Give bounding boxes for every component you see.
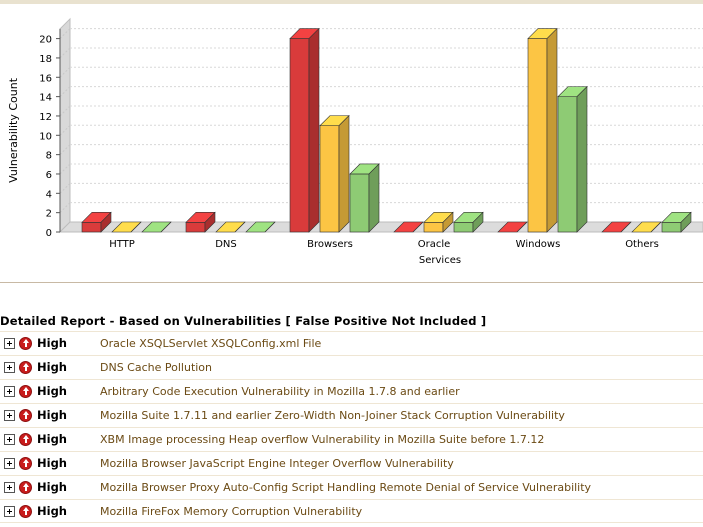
bar-side (100, 211, 112, 233)
y-tick-label: 20 (39, 35, 52, 46)
chart-back-wall (70, 18, 703, 223)
vulnerability-link[interactable]: Mozilla FireFox Memory Corruption Vulner… (100, 505, 363, 518)
vuln-row: High Mozilla Browser Proxy Auto-Config S… (0, 475, 703, 499)
bar-side (160, 221, 172, 233)
severity-label: High (37, 360, 67, 374)
bar-side (412, 221, 424, 233)
bar-side (234, 221, 246, 233)
severity-high-icon (19, 505, 32, 518)
x-axis-label: Services (419, 255, 461, 266)
bar-front (185, 222, 206, 233)
expand-icon[interactable] (4, 482, 15, 493)
severity-label: High (37, 432, 67, 446)
bar-side (620, 221, 632, 233)
vuln-row: High XBM Image processing Heap overflow … (0, 427, 703, 451)
vuln-row: High Mozilla FireFox Memory Corruption V… (0, 499, 703, 523)
severity-high-icon (19, 433, 32, 446)
y-tick-label: 12 (39, 112, 52, 123)
expand-icon[interactable] (4, 458, 15, 469)
severity-high-icon (19, 385, 32, 398)
bar-side (516, 221, 528, 233)
chart-divider (0, 282, 703, 283)
bar-front (453, 222, 474, 233)
report-title: Detailed Report - Based on Vulnerabiliti… (0, 314, 487, 328)
x-tick-label: HTTP (109, 239, 135, 250)
x-tick-label: DNS (215, 239, 237, 250)
y-tick-label: 14 (39, 93, 52, 104)
chart-side-wall (59, 17, 71, 234)
bar-front (319, 125, 340, 233)
severity-high-icon (19, 457, 32, 470)
severity-label: High (37, 480, 67, 494)
x-tick-label: Windows (516, 239, 561, 250)
expand-icon[interactable] (4, 362, 15, 373)
y-tick-label: 8 (46, 151, 52, 162)
vuln-row: High Oracle XSQLServlet XSQLConfig.xml F… (0, 331, 703, 355)
vulnerability-link[interactable]: Oracle XSQLServlet XSQLConfig.xml File (100, 337, 322, 350)
bar-front (661, 222, 682, 233)
vulnerability-link[interactable]: DNS Cache Pollution (100, 361, 213, 374)
y-tick-label: 6 (46, 170, 52, 181)
x-tick-label: Oracle (418, 239, 451, 250)
y-axis-label: Vulnerability Count (7, 77, 20, 183)
severity-label: High (37, 408, 67, 422)
x-tick-label: Browsers (307, 239, 353, 250)
bar-side (204, 211, 216, 233)
bar-front (349, 173, 370, 233)
top-strip (0, 0, 703, 4)
vulnerability-link[interactable]: Mozilla Browser JavaScript Engine Intege… (100, 457, 454, 470)
bar-front (81, 222, 102, 233)
bar-side (264, 221, 276, 233)
y-tick-label: 2 (46, 209, 52, 220)
expand-icon[interactable] (4, 410, 15, 421)
expand-icon[interactable] (4, 338, 15, 349)
severity-label: High (37, 336, 67, 350)
severity-high-icon (19, 361, 32, 374)
bar-front (527, 38, 548, 233)
bar-side (368, 163, 380, 233)
bar-side (576, 85, 588, 233)
bar-side (546, 27, 558, 233)
chart-svg: 0 2 4 6 8 10 12 14 16 18 20 Vulnerability Count HTTP… (7, 17, 703, 266)
expand-icon[interactable] (4, 386, 15, 397)
vuln-row: High Mozilla Browser JavaScript Engine I… (0, 451, 703, 475)
bar-side (130, 221, 142, 233)
bar-front (557, 96, 578, 233)
severity-high-icon (19, 337, 32, 350)
vulnerability-link[interactable]: Mozilla Browser Proxy Auto-Config Script… (100, 481, 592, 494)
bar-front (289, 38, 310, 233)
y-tick-label: 16 (39, 73, 52, 84)
expand-icon[interactable] (4, 506, 15, 517)
vulnerability-link[interactable]: XBM Image processing Heap overflow Vulne… (100, 433, 545, 446)
bar-side (338, 114, 350, 233)
x-tick-label: Others (625, 239, 659, 250)
severity-label: High (37, 504, 67, 518)
vuln-row: High DNS Cache Pollution (0, 355, 703, 379)
vulnerability-list: High Oracle XSQLServlet XSQLConfig.xml F… (0, 331, 703, 523)
severity-label: High (37, 384, 67, 398)
severity-high-icon (19, 481, 32, 494)
bar-side (308, 27, 320, 233)
vuln-row: High Arbitrary Code Execution Vulnerabil… (0, 379, 703, 403)
y-tick-label: 0 (46, 228, 52, 239)
vulnerability-link[interactable]: Arbitrary Code Execution Vulnerability i… (100, 385, 460, 398)
expand-icon[interactable] (4, 434, 15, 445)
vulnerability-link[interactable]: Mozilla Suite 1.7.11 and earlier Zero-Wi… (100, 409, 565, 422)
bar-front (423, 222, 444, 233)
vuln-row: High Mozilla Suite 1.7.11 and earlier Ze… (0, 403, 703, 427)
severity-label: High (37, 456, 67, 470)
severity-high-icon (19, 409, 32, 422)
y-tick-label: 4 (46, 189, 52, 200)
bar-side (680, 211, 692, 233)
bar-side (650, 221, 662, 233)
bar-side (442, 211, 454, 233)
y-tick-label: 10 (39, 131, 52, 142)
bar-side (472, 211, 484, 233)
vulnerability-chart: 0 2 4 6 8 10 12 14 16 18 20 Vulnerability Count HTTP… (0, 4, 703, 280)
y-tick-label: 18 (39, 54, 52, 65)
